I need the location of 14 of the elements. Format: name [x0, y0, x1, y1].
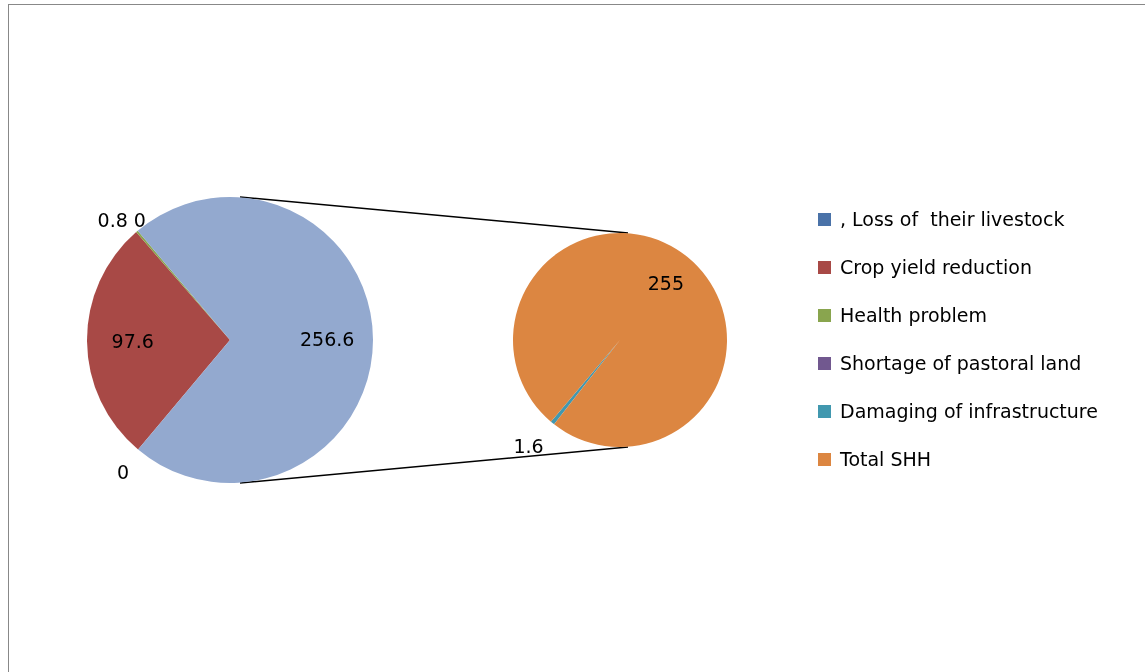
legend-label: Damaging of infrastructure — [840, 399, 1098, 422]
legend-label: , Loss of their livestock — [840, 207, 1065, 230]
text: 0 — [116, 460, 130, 483]
legend-label: Total SHH — [839, 447, 932, 470]
legend-label: Shortage of pastoral land — [840, 351, 1082, 374]
pie-slice — [87, 232, 230, 450]
data-label: 97.6 — [111, 329, 154, 352]
data-label: 255 — [647, 272, 685, 295]
legend-label: Crop yield reduction — [840, 255, 1033, 278]
data-label: 1.6 — [513, 434, 544, 457]
text: 0 — [133, 208, 146, 231]
legend-label: Health problem — [840, 303, 988, 326]
data-label: 256.6 — [300, 328, 355, 351]
data-label: 0.8 — [97, 209, 128, 232]
